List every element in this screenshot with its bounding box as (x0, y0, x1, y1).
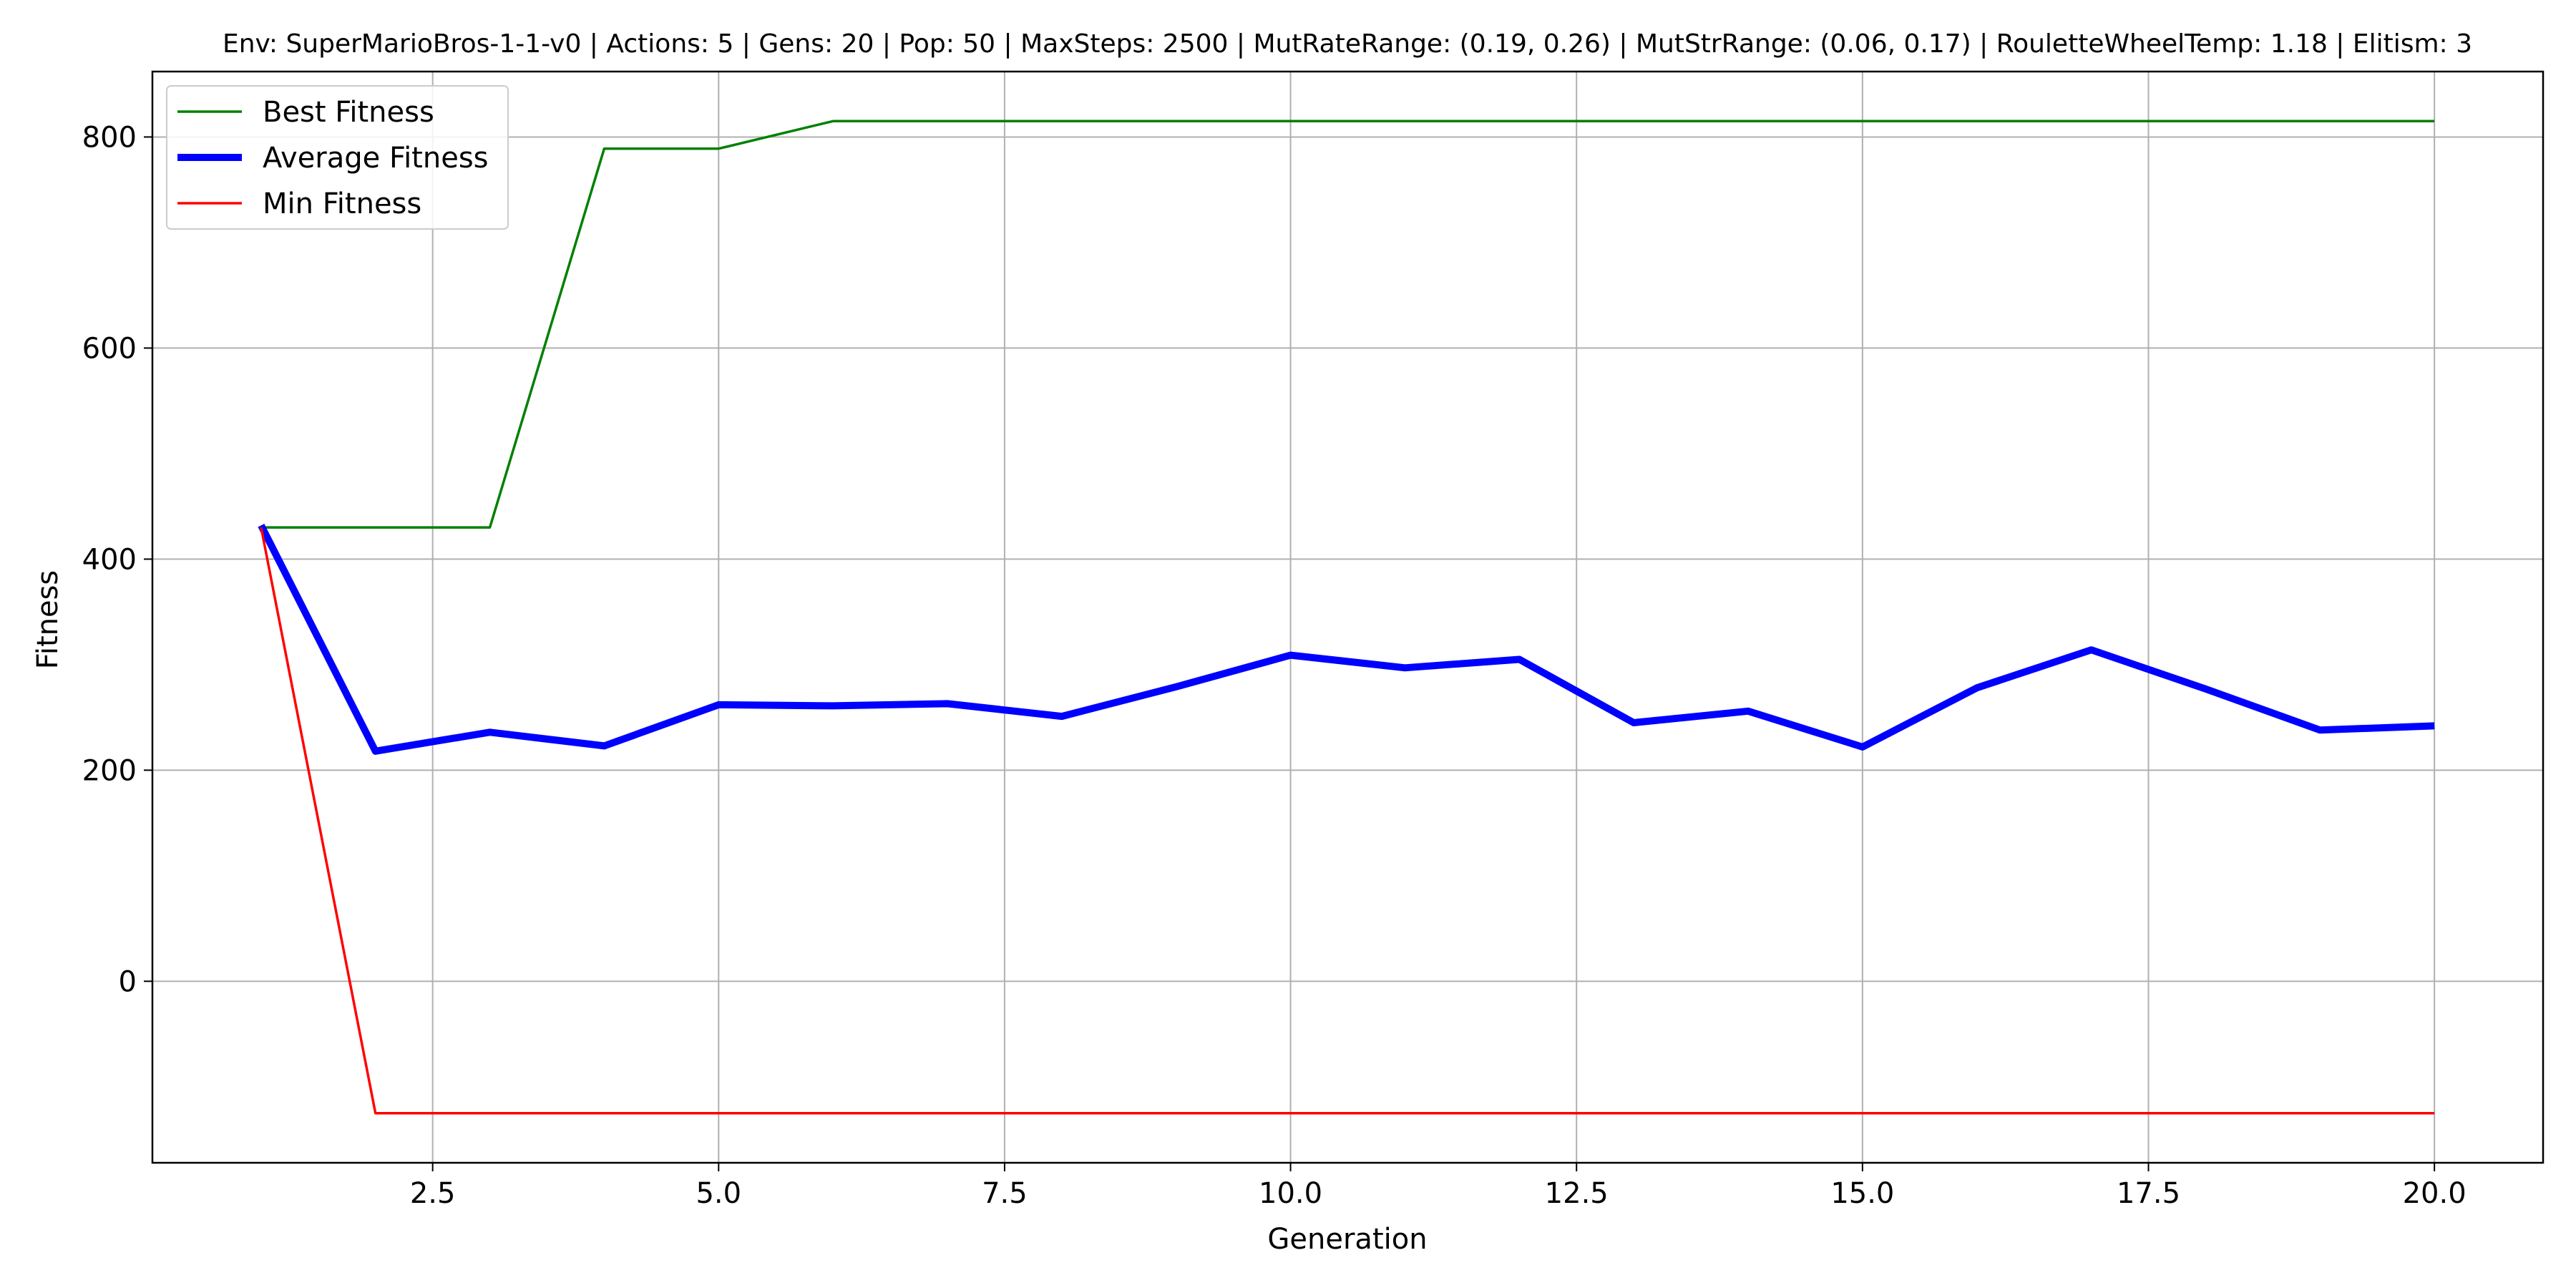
chart-legend: Best Fitness Average Fitness Min Fitness (166, 85, 509, 230)
x-tick-label: 15.0 (1830, 1177, 1894, 1210)
x-axis-label: Generation (1267, 1223, 1427, 1256)
x-tick-label: 5.0 (696, 1177, 741, 1210)
plot-area-frame (151, 70, 2545, 1164)
y-tick-label: 400 (82, 543, 137, 576)
x-axis-ticks: 2.5 5.0 7.5 10.0 12.5 15.0 17.5 20.0 (410, 1163, 2467, 1210)
y-tick-label: 200 (82, 754, 137, 787)
y-axis-label: Fitness (31, 570, 64, 670)
plot-series (258, 119, 2435, 1115)
y-axis-ticks: 0 200 400 600 800 (82, 121, 152, 998)
y-tick-label: 600 (82, 332, 137, 365)
x-tick-label: 20.0 (2403, 1177, 2467, 1210)
min-fitness-line (260, 527, 2435, 1115)
y-tick-label: 0 (119, 965, 137, 998)
x-tick-label: 7.5 (982, 1177, 1028, 1210)
x-tick-label: 10.0 (1259, 1177, 1322, 1210)
legend-label-average-fitness: Average Fitness (263, 142, 489, 175)
legend-box (166, 85, 509, 230)
x-tick-label: 2.5 (410, 1177, 456, 1210)
legend-entries: Best Fitness Average Fitness Min Fitness (177, 96, 489, 220)
best-fitness-line (260, 119, 2435, 529)
chart-title: Env: SuperMarioBros-1-1-v0 | Actions: 5 … (223, 29, 2472, 59)
x-tick-label: 12.5 (1545, 1177, 1609, 1210)
y-tick-label: 800 (82, 121, 137, 154)
average-fitness-line (258, 523, 2435, 755)
grid-lines (152, 72, 2543, 1163)
legend-label-best-fitness: Best Fitness (263, 96, 434, 129)
x-tick-label: 17.5 (2117, 1177, 2180, 1210)
legend-label-min-fitness: Min Fitness (263, 187, 421, 220)
